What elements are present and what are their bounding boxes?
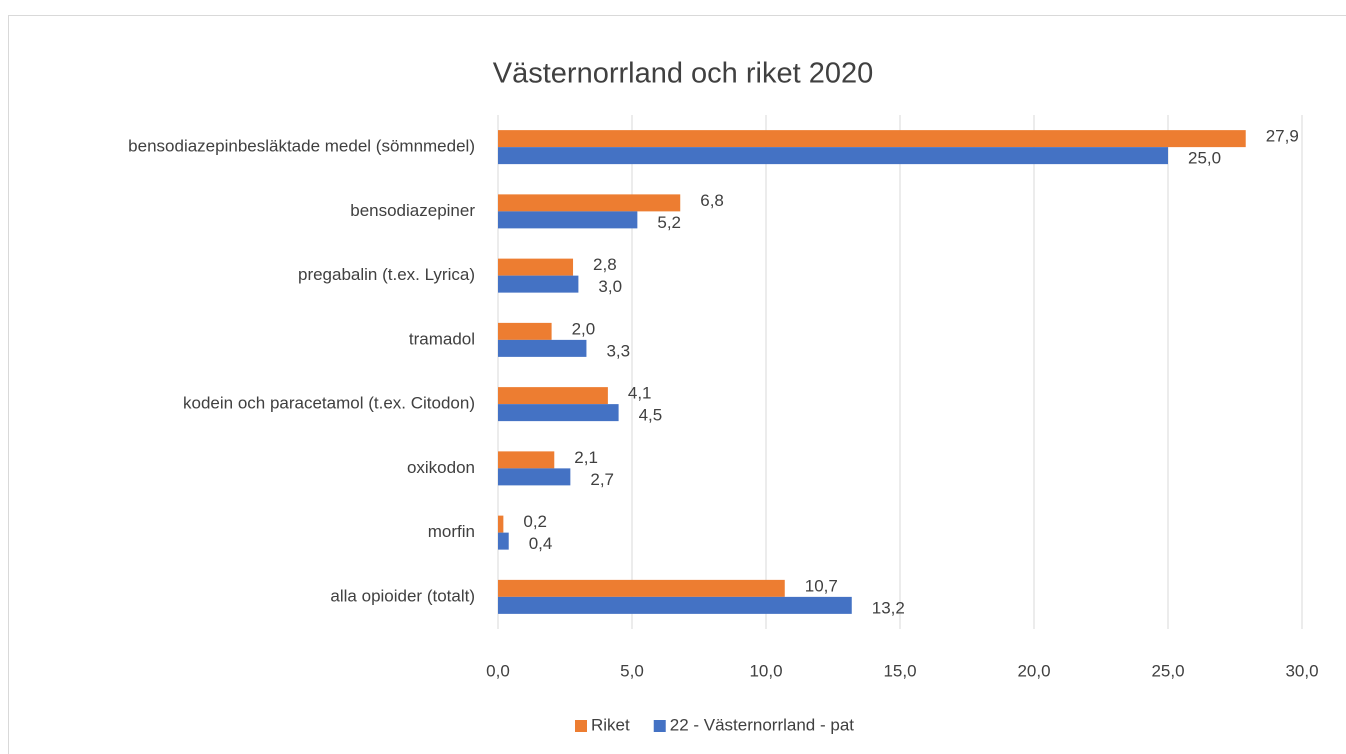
x-tick-label: 25,0 bbox=[1151, 661, 1184, 680]
bar bbox=[498, 451, 555, 469]
x-tick-label: 0,0 bbox=[486, 661, 510, 680]
data-label: 25,0 bbox=[1188, 149, 1221, 168]
y-tick-label: pregabalin (t.ex. Lyrica) bbox=[298, 265, 475, 284]
data-label: 4,1 bbox=[628, 384, 652, 403]
data-label: 27,9 bbox=[1266, 127, 1299, 146]
data-label: 10,7 bbox=[805, 576, 838, 595]
bar bbox=[498, 211, 638, 229]
y-tick-label: morfin bbox=[428, 522, 475, 541]
bar bbox=[498, 322, 552, 340]
y-tick-label: kodein och paracetamol (t.ex. Citodon) bbox=[183, 394, 475, 413]
y-tick-label: alla opioider (totalt) bbox=[330, 586, 475, 605]
chart-title: Västernorrland och riket 2020 bbox=[493, 58, 873, 90]
data-label: 3,3 bbox=[606, 341, 630, 360]
y-tick-label: oxikodon bbox=[407, 458, 475, 477]
x-tick-label: 10,0 bbox=[749, 661, 782, 680]
data-label: 3,0 bbox=[598, 277, 622, 296]
bar bbox=[498, 404, 619, 422]
bar bbox=[498, 130, 1246, 148]
data-label: 2,8 bbox=[593, 255, 617, 274]
legend-swatch bbox=[653, 720, 666, 732]
y-tick-label: tramadol bbox=[409, 329, 475, 348]
legend-swatch bbox=[575, 720, 587, 732]
bar bbox=[498, 275, 579, 293]
data-label: 2,1 bbox=[574, 448, 598, 467]
data-label: 13,2 bbox=[872, 598, 905, 617]
x-tick-label: 30,0 bbox=[1285, 661, 1318, 680]
x-tick-label: 5,0 bbox=[620, 661, 644, 680]
bar bbox=[498, 468, 571, 486]
chart-border bbox=[8, 15, 1346, 754]
bar bbox=[498, 194, 681, 212]
data-label: 6,8 bbox=[700, 191, 724, 210]
data-label: 5,2 bbox=[657, 213, 681, 232]
bar bbox=[498, 596, 852, 614]
data-label: 0,4 bbox=[529, 534, 553, 553]
y-tick-label: bensodiazepinbesläktade medel (sömnmedel… bbox=[128, 137, 475, 156]
bar bbox=[498, 579, 785, 597]
bar bbox=[498, 147, 1168, 165]
bar bbox=[498, 532, 509, 550]
legend-label: Riket bbox=[591, 715, 630, 734]
data-label: 2,7 bbox=[590, 470, 614, 489]
bar bbox=[498, 515, 504, 533]
x-tick-label: 15,0 bbox=[883, 661, 916, 680]
bar bbox=[498, 258, 574, 276]
x-tick-label: 20,0 bbox=[1017, 661, 1050, 680]
y-tick-label: bensodiazepiner bbox=[350, 201, 475, 220]
data-label: 4,5 bbox=[639, 406, 663, 425]
legend-label: 22 - Västernorrland - pat bbox=[670, 715, 855, 734]
bar bbox=[498, 339, 587, 357]
data-label: 2,0 bbox=[572, 319, 596, 338]
bar bbox=[498, 387, 608, 405]
data-label: 0,2 bbox=[523, 512, 547, 531]
